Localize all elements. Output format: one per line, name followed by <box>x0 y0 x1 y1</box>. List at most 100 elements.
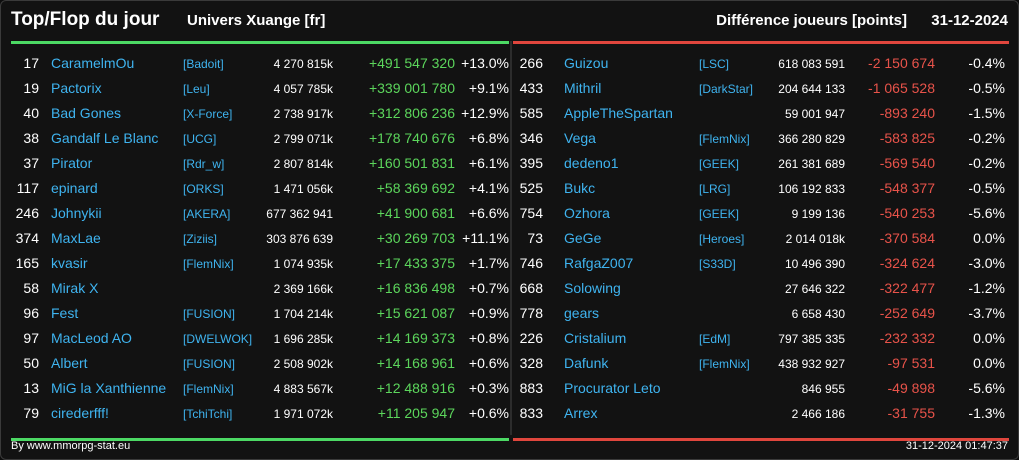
top-row: 96 Fest [FUSION] 1 704 214k +15 621 087 +0.9% <box>11 301 509 326</box>
points-cell: 204 644 133 <box>778 82 845 96</box>
page-title: Top/Flop du jour <box>11 9 160 30</box>
player-name-link[interactable]: Dafunk <box>564 355 609 371</box>
player-name-link[interactable]: AppleTheSpartan <box>564 105 673 121</box>
percent-cell: -0.5% <box>968 180 1005 196</box>
top-row: 13 MiG la Xanthienne [FlemNix] 4 883 567k +1… <box>11 376 509 401</box>
guild-tag-link[interactable]: [EdM] <box>699 332 731 346</box>
guild-tag-link[interactable]: [DarkStar] <box>699 82 754 96</box>
player-name-link[interactable]: Gandalf Le Blanc <box>51 130 159 146</box>
player-name-link[interactable]: MaxLae <box>51 230 101 246</box>
guild-tag-link[interactable]: [FUSION] <box>183 307 236 321</box>
points-cell: 438 932 927 <box>778 357 845 371</box>
percent-cell: +4.1% <box>468 180 509 196</box>
player-name-link[interactable]: Mirak X <box>51 280 99 296</box>
player-name-link[interactable]: Guizou <box>564 55 609 71</box>
universe-label: Univers Xuange [fr] <box>187 12 326 29</box>
player-name-link[interactable]: Johnykii <box>51 205 102 221</box>
percent-cell: +11.1% <box>462 230 509 246</box>
guild-tag-link[interactable]: [Heroes] <box>699 232 745 246</box>
guild-tag-link[interactable]: [FlemNix] <box>699 132 750 146</box>
delta-cell: +339 001 780 <box>368 80 455 96</box>
player-name-link[interactable]: cirederfff! <box>51 405 109 421</box>
player-name-link[interactable]: Cristalium <box>564 330 627 346</box>
guild-tag-link[interactable]: [FUSION] <box>183 357 236 371</box>
guild-tag-link[interactable]: [GEEK] <box>699 157 740 171</box>
player-name-link[interactable]: Ozhora <box>564 205 610 221</box>
flop-row: 266 Guizou [LSC] 618 083 591 -2 150 674 -0.4% <box>513 51 1009 76</box>
player-name-link[interactable]: Bukc <box>564 180 596 196</box>
player-name-link[interactable]: RafgaZ007 <box>564 255 634 271</box>
player-name-link[interactable]: GeGe <box>564 230 602 246</box>
player-name-link[interactable]: Arrex <box>564 405 598 421</box>
guild-tag-link[interactable]: [Ziziis] <box>183 232 217 246</box>
player-name-link[interactable]: kvasir <box>51 255 88 271</box>
rank-cell: 346 <box>519 130 543 146</box>
flop-row: 328 Dafunk [FlemNix] 438 932 927 -97 531 0.0% <box>513 351 1009 376</box>
guild-tag-link[interactable]: [TchiTchi] <box>183 407 233 421</box>
guild-tag-link[interactable]: [ORKS] <box>183 182 224 196</box>
percent-cell: -0.5% <box>968 80 1005 96</box>
flop-row: 525 Bukc [LRG] 106 192 833 -548 377 -0.5% <box>513 176 1009 201</box>
rank-cell: 79 <box>23 405 39 421</box>
player-name-link[interactable]: Albert <box>51 355 88 371</box>
flop-row: 883 Procurator Leto 846 955 -49 898 -5.6% <box>513 376 1009 401</box>
guild-tag-link[interactable]: [S33D] <box>699 257 736 271</box>
points-cell: 618 083 591 <box>778 57 845 71</box>
guild-tag-link[interactable]: [GEEK] <box>699 207 740 221</box>
player-name-link[interactable]: gears <box>564 305 600 321</box>
points-cell: 1 471 056k <box>273 182 333 196</box>
guild-tag-link[interactable]: [X-Force] <box>183 107 233 121</box>
flop-row: 778 gears 6 658 430 -252 649 -3.7% <box>513 301 1009 326</box>
points-cell: 2 014 018k <box>785 232 845 246</box>
player-name-link[interactable]: Fest <box>51 305 79 321</box>
guild-tag-link[interactable]: [Rdr_w] <box>183 157 225 171</box>
player-name-link[interactable]: MiG la Xanthienne <box>51 380 167 396</box>
date-label: 31-12-2024 <box>931 12 1008 29</box>
rank-cell: 73 <box>527 230 543 246</box>
player-name-link[interactable]: Procurator Leto <box>564 380 661 396</box>
guild-tag-link[interactable]: [FlemNix] <box>183 382 234 396</box>
delta-cell: -31 755 <box>887 405 935 421</box>
flop-panel: 266 Guizou [LSC] 618 083 591 -2 150 674 -0.4%… <box>513 41 1009 441</box>
rank-cell: 668 <box>519 280 543 296</box>
top-list: 17 CaramelmOu [Badoit] 4 270 815k +491 547 3… <box>11 51 509 426</box>
guild-tag-link[interactable]: [FlemNix] <box>183 257 234 271</box>
guild-tag-link[interactable]: [AKERA] <box>183 207 231 221</box>
player-name-link[interactable]: dedeno1 <box>564 155 619 171</box>
rank-cell: 17 <box>23 55 39 71</box>
delta-cell: +41 900 681 <box>376 205 455 221</box>
rank-cell: 40 <box>23 105 39 121</box>
percent-cell: -1.2% <box>968 280 1005 296</box>
player-name-link[interactable]: Solowing <box>564 280 621 296</box>
points-cell: 27 646 322 <box>784 282 845 296</box>
percent-cell: 0.0% <box>973 230 1005 246</box>
player-name-link[interactable]: CaramelmOu <box>51 55 135 71</box>
top-row: 19 Pactorix [Leu] 4 057 785k +339 001 780 +9.… <box>11 76 509 101</box>
player-name-link[interactable]: Pirator <box>51 155 93 171</box>
flop-row: 226 Cristalium [EdM] 797 385 335 -232 332 0.0… <box>513 326 1009 351</box>
delta-cell: -1 065 528 <box>868 80 935 96</box>
guild-tag-link[interactable]: [Leu] <box>183 82 210 96</box>
guild-tag-link[interactable]: [Badoit] <box>183 57 224 71</box>
delta-cell: +15 621 087 <box>376 305 455 321</box>
player-name-link[interactable]: Vega <box>564 130 596 146</box>
guild-tag-link[interactable]: [DWELWOK] <box>183 332 253 346</box>
delta-cell: +30 269 703 <box>376 230 455 246</box>
top-row: 17 CaramelmOu [Badoit] 4 270 815k +491 547 3… <box>11 51 509 76</box>
guild-tag-link[interactable]: [LSC] <box>699 57 730 71</box>
delta-cell: -49 898 <box>887 380 935 396</box>
points-cell: 1 971 072k <box>273 407 333 421</box>
player-name-link[interactable]: Mithril <box>564 80 602 96</box>
player-name-link[interactable]: MacLeod AO <box>51 330 132 346</box>
rank-cell: 525 <box>519 180 543 196</box>
guild-tag-link[interactable]: [FlemNix] <box>699 357 750 371</box>
player-name-link[interactable]: Bad Gones <box>51 105 122 121</box>
percent-cell: -3.7% <box>968 305 1005 321</box>
player-name-link[interactable]: Pactorix <box>51 80 102 96</box>
player-name-link[interactable]: epinard <box>51 180 98 196</box>
top-row: 58 Mirak X 2 369 166k +16 836 498 +0.7% <box>11 276 509 301</box>
guild-tag-link[interactable]: [LRG] <box>699 182 731 196</box>
delta-cell: -322 477 <box>879 280 935 296</box>
points-cell: 2 466 186 <box>791 407 845 421</box>
guild-tag-link[interactable]: [UCG] <box>183 132 217 146</box>
